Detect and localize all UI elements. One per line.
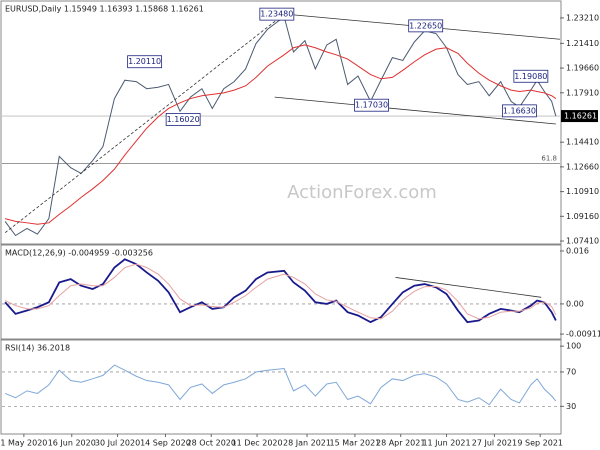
y-tick-label: 1.14410 [566,138,599,147]
annotation-box [513,69,549,83]
trendline [395,277,542,298]
annotation-box [259,7,295,21]
y-tick-label: 1.12660 [566,162,599,171]
x-tick-label: 11 Dec 2020 [232,439,283,448]
x-tick-label: 11 Jun 2021 [422,439,470,448]
panel-title: RSI(14) 36.2018 [5,344,70,353]
annotation-label: 1.23480 [260,10,293,19]
annotation-label: 1.17030 [355,101,388,110]
annotation-box [127,55,163,69]
price-frame [0,0,562,245]
x-tick-label: 27 Jul 2021 [472,439,517,448]
y-tick-label: 1.10910 [566,187,599,196]
y-tick-label: 1.19660 [566,64,599,73]
series-line [4,44,557,225]
x-tick-label: 28 Jan 2021 [283,439,331,448]
y-tick-label: 1.09160 [566,212,599,221]
x-tick-label: 1 May 2020 [0,439,47,448]
x-tick-label: 14 Sep 2020 [140,439,191,448]
x-tick-label: 9 Sep 2021 [517,439,563,448]
watermark: ActionForex.com [287,182,437,203]
y-tick-label: -0.009116 [566,330,600,339]
annotation-label: 1.19080 [514,72,547,81]
series-line [4,15,557,237]
panel-title: EURUSD,Daily 1.15949 1.16393 1.15868 1.1… [5,5,204,14]
annotation-label: 1.16020 [167,115,200,124]
x-tick-label: 30 Jul 2020 [95,439,140,448]
annotation-label: 1.20110 [128,57,161,66]
current-price-label: 1.16261 [564,112,597,121]
y-tick-label: 1.21410 [566,39,599,48]
current-price-box [561,110,598,123]
y-tick-label: 30 [566,402,576,411]
x-tick-label: 28 Oct 2020 [187,439,236,448]
macd-frame [0,244,562,340]
series-line [4,258,557,324]
x-tick-label: 15 Mar 2021 [330,439,381,448]
y-tick-label: 1.07410 [566,237,599,246]
panel-title: MACD(12,26,9) -0.004959 -0.003256 [5,249,153,258]
annotation-box [165,113,201,126]
annotation-label: 1.16630 [503,106,536,115]
y-tick-label: 0.016 [566,246,589,255]
y-tick-label: 100 [566,342,581,351]
series-line [4,263,557,320]
y-tick-label: 1.23210 [566,13,599,22]
trendline [4,13,285,234]
x-tick-label: 28 Apr 2021 [376,439,425,448]
trendline [274,96,556,125]
rsi-frame [0,339,562,435]
annotation-box [354,98,389,112]
annotation-label: 1.22650 [409,21,442,30]
x-tick-label: 16 Jun 2020 [48,439,96,448]
series-line [4,364,557,406]
y-tick-label: 0.00 [566,299,584,308]
y-tick-label: 70 [566,367,576,376]
y-tick-label: 1.17910 [566,88,599,97]
fib-label: 61.8 [541,155,557,163]
annotation-box [501,104,537,118]
annotation-box [408,19,444,33]
